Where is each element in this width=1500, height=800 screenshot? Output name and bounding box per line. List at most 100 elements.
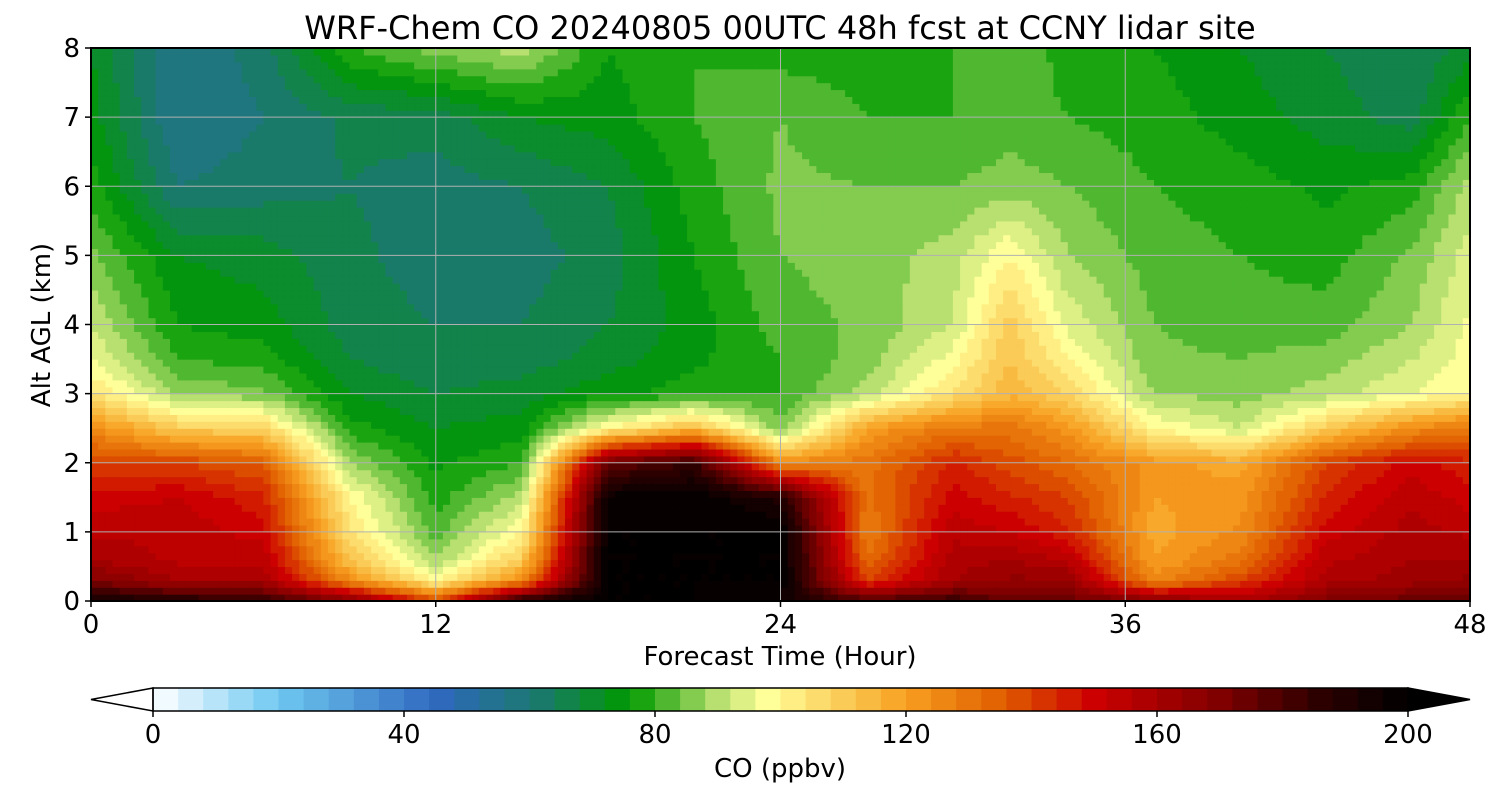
heatmap-cell (1118, 594, 1126, 601)
heatmap-cell (119, 538, 128, 547)
heatmap-cell (888, 531, 897, 540)
heatmap-cell (407, 552, 415, 561)
heatmap-cell (306, 421, 315, 429)
heatmap-cell (1132, 573, 1141, 581)
heatmap-cell (1390, 587, 1399, 595)
heatmap-cell (213, 497, 221, 505)
heatmap-cell (665, 428, 674, 436)
heatmap-cell (715, 435, 724, 443)
heatmap-cell (988, 462, 997, 471)
heatmap-cell (1211, 462, 1220, 471)
heatmap-cell (1232, 504, 1241, 512)
heatmap-cell (909, 594, 918, 601)
heatmap-cell (399, 538, 408, 547)
heatmap-cell (493, 531, 501, 540)
heatmap-cell (550, 538, 559, 547)
heatmap-cell (1118, 511, 1126, 519)
heatmap-cell (1118, 497, 1126, 505)
heatmap-cell (672, 448, 681, 457)
heatmap-cell (155, 421, 164, 429)
heatmap-cell (809, 435, 818, 443)
heatmap-cell (1110, 435, 1119, 443)
heatmap-cell (701, 490, 710, 498)
heatmap-cell (658, 538, 667, 547)
heatmap-cell (1362, 455, 1371, 464)
heatmap-cell (737, 524, 746, 533)
heatmap-cell (1053, 518, 1062, 526)
heatmap-cell (493, 580, 501, 588)
heatmap-cell (1168, 490, 1177, 498)
heatmap-cell (1132, 531, 1141, 540)
heatmap-cell (241, 573, 250, 581)
heatmap-cell (1189, 587, 1198, 595)
heatmap-cell (543, 594, 552, 601)
heatmap-cell (1261, 421, 1270, 429)
heatmap-cell (981, 504, 990, 512)
heatmap-cell (1197, 455, 1205, 464)
heatmap-cell (845, 428, 853, 436)
heatmap-cell (170, 580, 178, 588)
heatmap-cell (687, 538, 695, 547)
heatmap-cell (220, 566, 229, 574)
heatmap-cell (1426, 442, 1435, 450)
heatmap-cell (873, 483, 882, 491)
heatmap-cell (967, 559, 976, 568)
heatmap-cell (1419, 462, 1428, 471)
heatmap-cell (600, 428, 609, 436)
heatmap-cell (550, 421, 559, 429)
heatmap-cell (888, 552, 897, 561)
heatmap-cell (952, 483, 961, 491)
heatmap-cell (644, 552, 652, 561)
heatmap-cell (1247, 531, 1256, 540)
heatmap-cell (1039, 435, 1047, 443)
heatmap-cell (320, 580, 329, 588)
heatmap-cell (1082, 490, 1090, 498)
heatmap-cell (1240, 531, 1248, 540)
heatmap-cell (356, 552, 365, 561)
heatmap-cell (1355, 435, 1363, 443)
heatmap-cell (227, 531, 236, 540)
heatmap-cell (730, 573, 738, 581)
heatmap-cell (263, 573, 272, 581)
heatmap-cell (184, 504, 193, 512)
heatmap-cell (988, 538, 997, 547)
heatmap-cell (615, 442, 624, 450)
heatmap-cell (1118, 524, 1126, 533)
heatmap-cell (952, 511, 961, 519)
heatmap-cell (723, 566, 731, 574)
heatmap-cell (1405, 497, 1414, 505)
heatmap-cell (1254, 552, 1263, 561)
heatmap-cell (119, 442, 128, 450)
heatmap-cell (1146, 518, 1155, 526)
heatmap-cell (715, 483, 724, 491)
heatmap-cell (758, 490, 767, 498)
heatmap-cell (1017, 476, 1026, 485)
heatmap-cell (1204, 476, 1213, 485)
heatmap-cell (184, 428, 193, 436)
heatmap-cell (1096, 552, 1105, 561)
heatmap-cell (873, 552, 882, 561)
heatmap-cell (356, 455, 365, 464)
heatmap-cell (1204, 587, 1213, 595)
heatmap-cell (342, 497, 351, 505)
heatmap-cell (378, 448, 387, 457)
heatmap-cell (1082, 469, 1090, 478)
heatmap-cell (220, 421, 229, 429)
heatmap-cell (306, 455, 315, 464)
heatmap-cell (967, 518, 976, 526)
heatmap-cell (385, 448, 394, 457)
heatmap-cell (1096, 518, 1105, 526)
heatmap-cell (852, 552, 861, 561)
heatmap-cell (227, 504, 236, 512)
heatmap-cell (1426, 573, 1435, 581)
heatmap-cell (694, 518, 703, 526)
heatmap-cell (1053, 497, 1062, 505)
heatmap-cell (529, 421, 537, 429)
heatmap-cell (378, 524, 387, 533)
heatmap-cell (1060, 594, 1069, 601)
heatmap-cell (148, 580, 157, 588)
heatmap-cell (428, 511, 437, 519)
heatmap-cell (1060, 566, 1069, 574)
heatmap-cell (1441, 462, 1450, 471)
heatmap-cell (550, 476, 559, 485)
